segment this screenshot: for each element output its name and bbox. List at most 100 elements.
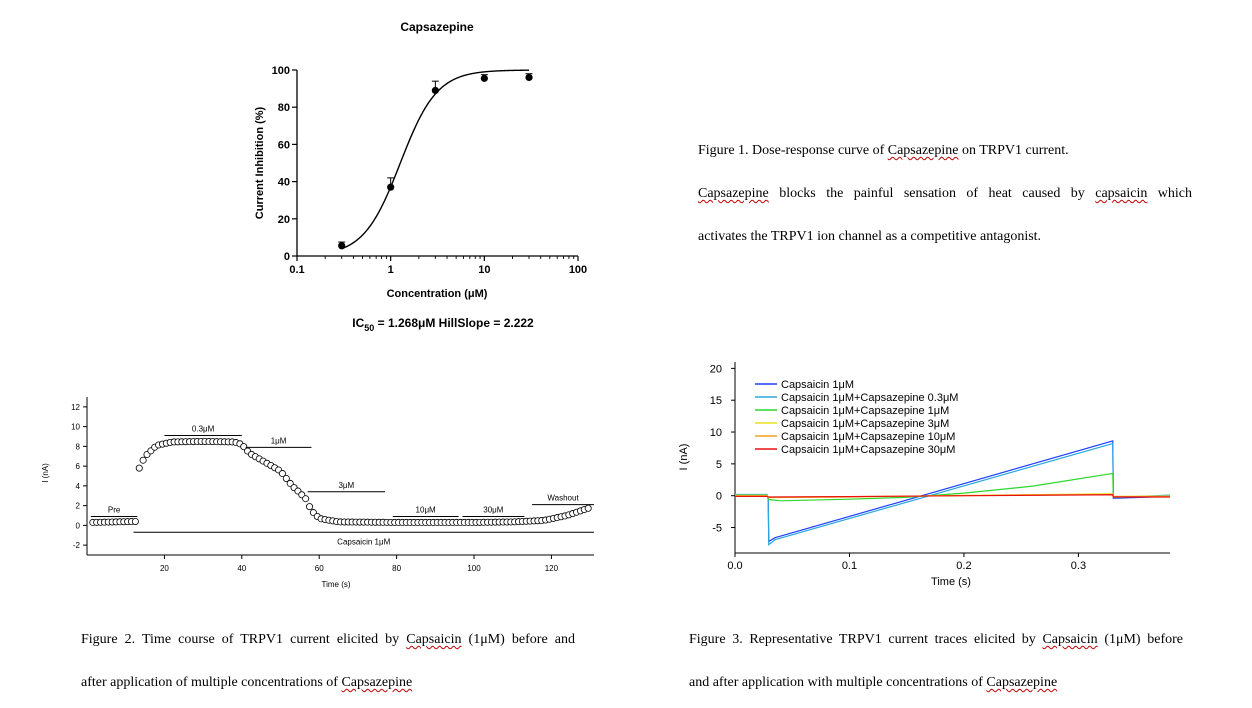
chart2-data-point	[286, 479, 294, 487]
chart2-data-point	[553, 514, 561, 522]
chart2-data-point	[561, 512, 569, 520]
chart2-data-point	[375, 518, 383, 526]
chart2-data-point	[476, 518, 484, 526]
chart1-fit-curve	[341, 69, 530, 250]
chart2-data-point	[495, 518, 503, 526]
chart2-data-point	[515, 518, 523, 526]
chart2-y-tick-label: 12	[71, 403, 80, 412]
chart2-data-point	[402, 518, 410, 526]
chart2-data-point	[414, 518, 422, 526]
chart1-data-point	[338, 242, 346, 250]
chart3-y-label: I (nA)	[678, 444, 690, 471]
ic50-label: IC	[352, 316, 364, 330]
chart2-data-point	[224, 438, 232, 446]
figure2-caption-text: Figure 2. Time course of TRPV1 current e…	[81, 632, 407, 647]
chart2-data-point	[445, 518, 453, 526]
chart2-x-tick-label: 60	[315, 564, 324, 573]
chart3-legend-label: Capsaicin 1μM+Capsazepine 30μM	[781, 444, 955, 456]
chart2-data-point	[124, 518, 132, 526]
chart2-data-point	[193, 438, 201, 446]
chart2-data-point	[325, 516, 333, 524]
chart1-title: Capsazepine	[400, 20, 474, 34]
chart2-data-point	[244, 447, 252, 455]
chart2-data-point	[158, 440, 166, 448]
chart2-data-point	[309, 509, 317, 517]
figure2-caption-text: (1μM) before and	[461, 632, 575, 647]
chart3-y-tick-label: 0	[716, 491, 722, 503]
chart3-y-tick-label: 5	[716, 459, 722, 471]
chart2-data-point	[437, 518, 445, 526]
chart2-treatment-label: 0.3μM	[192, 425, 215, 434]
chart2-data-point	[542, 516, 550, 524]
chart2-x-tick-label: 20	[160, 564, 169, 573]
chart2-data-point	[584, 504, 592, 512]
chart2-data-point	[441, 518, 449, 526]
chart1-x-tick-label: 0.1	[289, 264, 304, 276]
chart2-data-point	[344, 518, 352, 526]
chart2-data-point	[209, 438, 217, 446]
chart2-data-point	[247, 450, 255, 458]
chart1-data-point	[431, 86, 439, 95]
chart2-data-point	[128, 518, 136, 526]
chart2-y-tick-label: 6	[76, 462, 81, 471]
chart3-legend-label: Capsaicin 1μM+Capsazepine 0.3μM	[781, 392, 958, 404]
chart3-trace	[735, 493, 1171, 498]
chart2-data-point	[275, 466, 283, 474]
chart1-data-point	[387, 183, 395, 191]
chart2-data-point	[116, 518, 124, 526]
figure1-caption-line3: activates the TRPV1 ion channel as a com…	[698, 229, 1041, 245]
chart2-data-point	[526, 517, 534, 525]
chart2-data-point	[220, 438, 228, 446]
chart2-data-point	[569, 510, 577, 518]
chart2-data-point	[271, 464, 279, 472]
chart2-data-point	[120, 518, 128, 526]
figure1-caption-term: Capsazepine	[698, 186, 769, 201]
chart2-data-point	[170, 438, 178, 446]
chart2-data-point	[217, 438, 225, 446]
chart3-trace	[735, 442, 1171, 546]
chart2-data-point	[205, 438, 213, 446]
chart3-trace	[735, 472, 1171, 502]
chart2-x-tick-label: 100	[467, 564, 481, 573]
ic50-subscript: 50	[364, 323, 374, 333]
chart2-data-point	[426, 518, 434, 526]
chart2-y-tick-label: 4	[76, 482, 81, 491]
chart2-data-point	[155, 441, 163, 449]
chart2-data-point	[410, 518, 418, 526]
figure1-caption-text: on TRPV1 current.	[958, 143, 1069, 158]
chart2-data-point	[391, 518, 399, 526]
chart1-y-tick-label: 20	[278, 214, 290, 226]
chart2-data-point	[236, 440, 244, 448]
chart1-y-tick-label: 0	[284, 251, 290, 263]
chart2-data-point	[383, 518, 391, 526]
chart3-x-tick-label: 0.1	[842, 560, 857, 572]
chart2-data-point	[100, 518, 108, 526]
chart2-data-point	[263, 459, 271, 467]
chart2-data-point	[456, 518, 464, 526]
chart2-data-point	[433, 518, 441, 526]
chart2-data-point	[104, 518, 112, 526]
chart2-data-point	[267, 462, 275, 470]
chart2-data-point	[282, 474, 290, 482]
chart2-data-point	[213, 438, 221, 446]
figure1-caption-term: Capsazepine	[887, 143, 959, 158]
chart2-data-point	[491, 518, 499, 526]
chart2-data-point	[290, 484, 298, 492]
chart2-data-point	[333, 518, 341, 526]
chart2-data-point	[429, 518, 437, 526]
figure2-caption-line2: after application of multiple concentrat…	[81, 675, 412, 691]
chart2-data-point	[464, 518, 472, 526]
chart2-data-point	[131, 517, 139, 525]
chart2-data-point	[557, 513, 565, 521]
chart2-treatment-label: Pre	[108, 505, 121, 514]
chart2-y-tick-label: 2	[76, 502, 81, 511]
chart1-y-tick-label: 100	[272, 65, 290, 77]
figure2-caption-line1: Figure 2. Time course of TRPV1 current e…	[81, 632, 575, 648]
chart2-data-point	[387, 518, 395, 526]
chart2-data-point	[530, 517, 538, 525]
chart2-data-point	[422, 518, 430, 526]
chart1-y-tick-label: 40	[278, 177, 290, 189]
chart3-y-tick-label: 15	[710, 395, 722, 407]
chart2-data-point	[255, 455, 263, 463]
